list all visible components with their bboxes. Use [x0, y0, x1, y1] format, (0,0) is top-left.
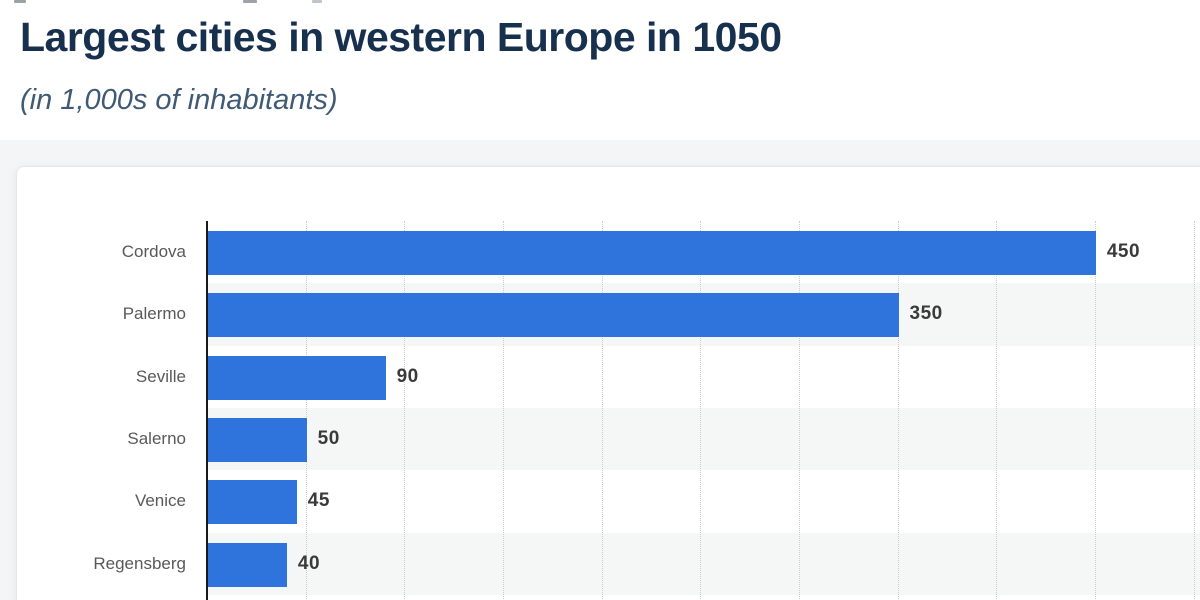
gridline — [798, 221, 800, 600]
bar — [208, 293, 899, 338]
plot-area: Cordova 450 Palermo 350 Seville 90 Saler… — [17, 167, 1200, 600]
bar — [208, 542, 287, 587]
gridline — [305, 221, 307, 600]
bar — [208, 417, 307, 462]
gridline — [601, 221, 603, 600]
cropped-text-remnant — [243, 0, 257, 3]
row-stripe — [207, 470, 1200, 532]
category-label: Palermo — [122, 304, 186, 324]
value-label: 90 — [396, 365, 419, 387]
category-label: Seville — [135, 366, 186, 386]
row-stripe — [207, 532, 1200, 595]
bar — [208, 355, 386, 400]
chart-row: Regensberg 40 — [17, 532, 1200, 595]
chart-row: Venice 45 — [17, 470, 1200, 532]
chart-title: Largest cities in western Europe in 1050 — [20, 14, 782, 60]
category-label: Salerno — [127, 429, 186, 449]
gridline — [1094, 221, 1096, 600]
value-label: 45 — [307, 490, 330, 512]
cropped-text-remnant — [14, 0, 26, 3]
gridline — [404, 221, 406, 600]
bar — [208, 231, 1096, 275]
chart-subtitle: (in 1,000s of inhabitants) — [20, 84, 338, 116]
gridline — [1193, 221, 1195, 600]
y-axis-line — [206, 221, 208, 600]
gridline — [996, 221, 998, 600]
gridline — [897, 221, 899, 600]
value-label: 50 — [317, 428, 340, 450]
value-label: 40 — [297, 552, 321, 574]
category-label: Cordova — [121, 242, 186, 262]
gridline — [502, 221, 504, 600]
chart-card: Cordova 450 Palermo 350 Seville 90 Saler… — [16, 166, 1200, 600]
bar — [208, 480, 297, 525]
gridline — [700, 221, 702, 600]
category-label: Venice — [134, 491, 186, 511]
row-stripe — [207, 407, 1200, 471]
value-label: 350 — [909, 303, 943, 325]
chart-row: Salerno 50 — [17, 407, 1200, 471]
value-label: 450 — [1106, 241, 1141, 263]
chart-row: Cordova 450 — [17, 221, 1200, 283]
chart-row: Seville 90 — [17, 346, 1200, 408]
cropped-text-remnant — [312, 0, 322, 3]
chart-row: Palermo 350 — [17, 283, 1200, 346]
category-label: Regensberg — [93, 553, 186, 573]
